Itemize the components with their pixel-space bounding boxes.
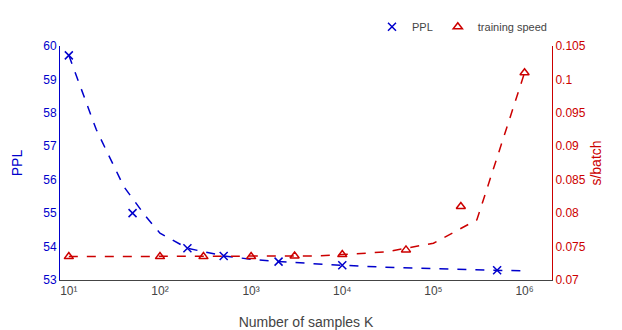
svg-text:54: 54 — [43, 240, 57, 254]
svg-text:56: 56 — [43, 173, 57, 187]
svg-text:55: 55 — [43, 206, 57, 220]
svg-text:0.085: 0.085 — [555, 173, 585, 187]
svg-text:59: 59 — [43, 73, 57, 87]
svg-text:0.095: 0.095 — [555, 106, 585, 120]
svg-text:0.075: 0.075 — [555, 240, 585, 254]
svg-text:PPL: PPL — [412, 21, 433, 33]
svg-text:Number of samples K: Number of samples K — [239, 314, 374, 330]
svg-text:57: 57 — [43, 139, 57, 153]
svg-text:0.07: 0.07 — [555, 273, 579, 287]
svg-text:training speed: training speed — [478, 21, 547, 33]
svg-text:s/batch: s/batch — [588, 140, 604, 185]
svg-text:0.105: 0.105 — [555, 39, 585, 53]
svg-text:10⁶: 10⁶ — [515, 284, 533, 298]
svg-text:0.08: 0.08 — [555, 206, 579, 220]
svg-text:10⁵: 10⁵ — [424, 284, 442, 298]
svg-text:10³: 10³ — [242, 284, 259, 298]
svg-text:58: 58 — [43, 106, 57, 120]
svg-text:53: 53 — [43, 273, 57, 287]
svg-text:0.1: 0.1 — [555, 73, 572, 87]
svg-text:10¹: 10¹ — [60, 284, 77, 298]
svg-text:PPL: PPL — [9, 150, 25, 177]
svg-text:10²: 10² — [151, 284, 168, 298]
svg-text:0.09: 0.09 — [555, 139, 579, 153]
svg-text:10⁴: 10⁴ — [333, 284, 352, 298]
svg-text:60: 60 — [43, 39, 57, 53]
